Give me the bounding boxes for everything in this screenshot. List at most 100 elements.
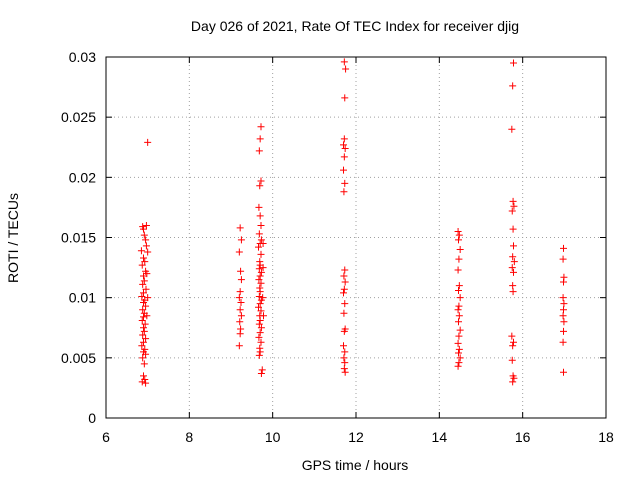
data-point: [259, 240, 267, 248]
data-point: [255, 147, 263, 155]
data-point: [139, 331, 147, 339]
data-point: [454, 339, 462, 347]
data-point: [140, 327, 148, 335]
data-point: [256, 212, 264, 220]
data-point: [256, 272, 264, 280]
data-point: [454, 306, 462, 314]
data-point: [235, 342, 243, 350]
data-point: [255, 265, 263, 273]
data-point: [454, 227, 462, 235]
data-point: [142, 285, 150, 293]
data-point: [456, 354, 464, 362]
data-point: [140, 298, 147, 306]
data-point: [341, 348, 349, 356]
data-point: [340, 272, 348, 280]
data-point: [455, 302, 463, 310]
data-point: [235, 248, 243, 256]
data-point: [510, 242, 517, 250]
data-point: [144, 248, 152, 256]
y-tick-label: 0.015: [61, 230, 96, 246]
data-point: [255, 292, 263, 300]
data-point: [142, 302, 150, 310]
data-point: [139, 306, 147, 314]
data-point: [258, 366, 266, 374]
x-tick-label: 8: [185, 429, 193, 445]
data-point: [140, 338, 147, 346]
data-point: [142, 236, 150, 244]
data-point: [559, 255, 567, 263]
data-point: [138, 292, 146, 300]
data-point: [340, 289, 347, 297]
data-point: [456, 246, 464, 254]
data-point: [341, 266, 349, 274]
data-point: [142, 379, 150, 387]
data-point: [257, 221, 265, 229]
data-point: [140, 313, 147, 321]
data-point: [559, 312, 567, 320]
data-point: [559, 294, 567, 302]
data-point: [455, 349, 462, 357]
x-axis-ticks: 6 8 10 12 14 16 18: [102, 57, 614, 445]
data-point: [256, 348, 264, 356]
data-point: [509, 378, 517, 386]
data-point: [257, 177, 265, 185]
data-point: [140, 372, 147, 380]
data-point: [257, 236, 265, 244]
data-point: [237, 312, 245, 320]
data-point: [510, 258, 518, 266]
data-point: [341, 144, 349, 152]
data-point: [455, 255, 463, 263]
y-tick-label: 0.02: [69, 169, 96, 185]
grid: [106, 57, 606, 418]
data-point: [140, 254, 147, 262]
data-point: [456, 326, 464, 334]
data-point: [560, 306, 567, 314]
y-tick-label: 0.01: [69, 290, 96, 306]
data-point: [560, 278, 567, 286]
data-point: [257, 268, 265, 276]
x-tick-label: 12: [348, 429, 364, 445]
data-point: [140, 225, 147, 233]
x-tick-label: 18: [598, 429, 614, 445]
data-point: [257, 123, 265, 131]
data-point: [340, 135, 348, 143]
data-point: [237, 267, 245, 275]
data-point: [141, 258, 149, 266]
data-point: [256, 182, 264, 190]
x-tick-label: 14: [432, 429, 448, 445]
data-point: [255, 303, 262, 311]
data-point: [509, 342, 517, 350]
data-point: [454, 266, 462, 274]
data-point: [142, 350, 150, 358]
data-point: [138, 261, 146, 269]
x-tick-label: 16: [515, 429, 531, 445]
data-point: [509, 253, 517, 261]
data-point: [260, 312, 267, 320]
data-point: [455, 359, 463, 367]
data-point: [341, 300, 349, 308]
data-point: [341, 278, 349, 286]
x-tick-label: 10: [265, 429, 281, 445]
data-point: [508, 332, 516, 340]
data-point: [340, 354, 348, 362]
data-point: [341, 368, 349, 376]
data-point: [140, 289, 147, 297]
data-point: [144, 138, 152, 146]
data-point: [510, 202, 518, 210]
data-point: [340, 342, 347, 350]
data-point: [560, 368, 567, 376]
data-point: [255, 203, 263, 211]
data-point: [341, 94, 349, 102]
data-point: [560, 318, 568, 326]
data-point: [510, 268, 517, 276]
data-point: [236, 306, 244, 314]
data-point: [340, 166, 347, 174]
data-point: [256, 317, 264, 325]
data-point: [341, 179, 349, 187]
data-point: [236, 318, 244, 326]
data-point: [255, 320, 263, 328]
data-point: [510, 374, 518, 382]
data-point: [256, 300, 264, 308]
data-point: [256, 288, 264, 296]
